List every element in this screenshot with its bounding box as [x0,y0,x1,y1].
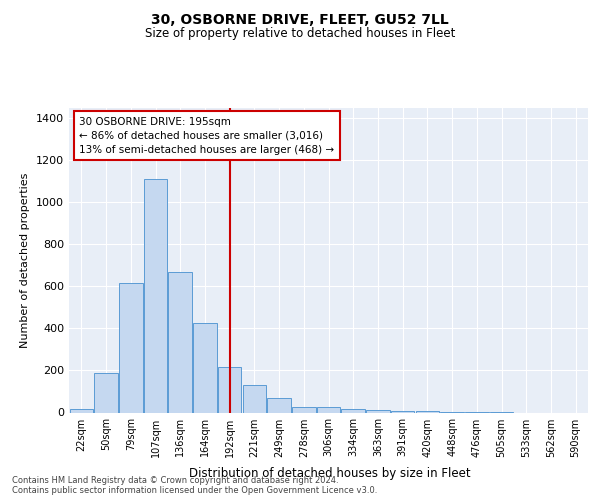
Bar [341,408,365,412]
Y-axis label: Number of detached properties: Number of detached properties [20,172,31,348]
Text: Contains HM Land Registry data © Crown copyright and database right 2024.
Contai: Contains HM Land Registry data © Crown c… [12,476,377,495]
Bar [268,398,291,412]
Bar [317,407,340,412]
Bar [70,410,93,412]
Bar [366,410,389,412]
Bar [218,368,241,412]
Bar [193,323,217,412]
Bar [242,385,266,412]
Bar [144,179,167,412]
Bar [391,411,415,412]
Text: Distribution of detached houses by size in Fleet: Distribution of detached houses by size … [189,468,471,480]
Text: 30, OSBORNE DRIVE, FLEET, GU52 7LL: 30, OSBORNE DRIVE, FLEET, GU52 7LL [151,12,449,26]
Bar [119,283,143,412]
Bar [169,272,192,412]
Bar [292,406,316,412]
Text: 30 OSBORNE DRIVE: 195sqm
← 86% of detached houses are smaller (3,016)
13% of sem: 30 OSBORNE DRIVE: 195sqm ← 86% of detach… [79,116,335,154]
Bar [94,372,118,412]
Text: Size of property relative to detached houses in Fleet: Size of property relative to detached ho… [145,28,455,40]
